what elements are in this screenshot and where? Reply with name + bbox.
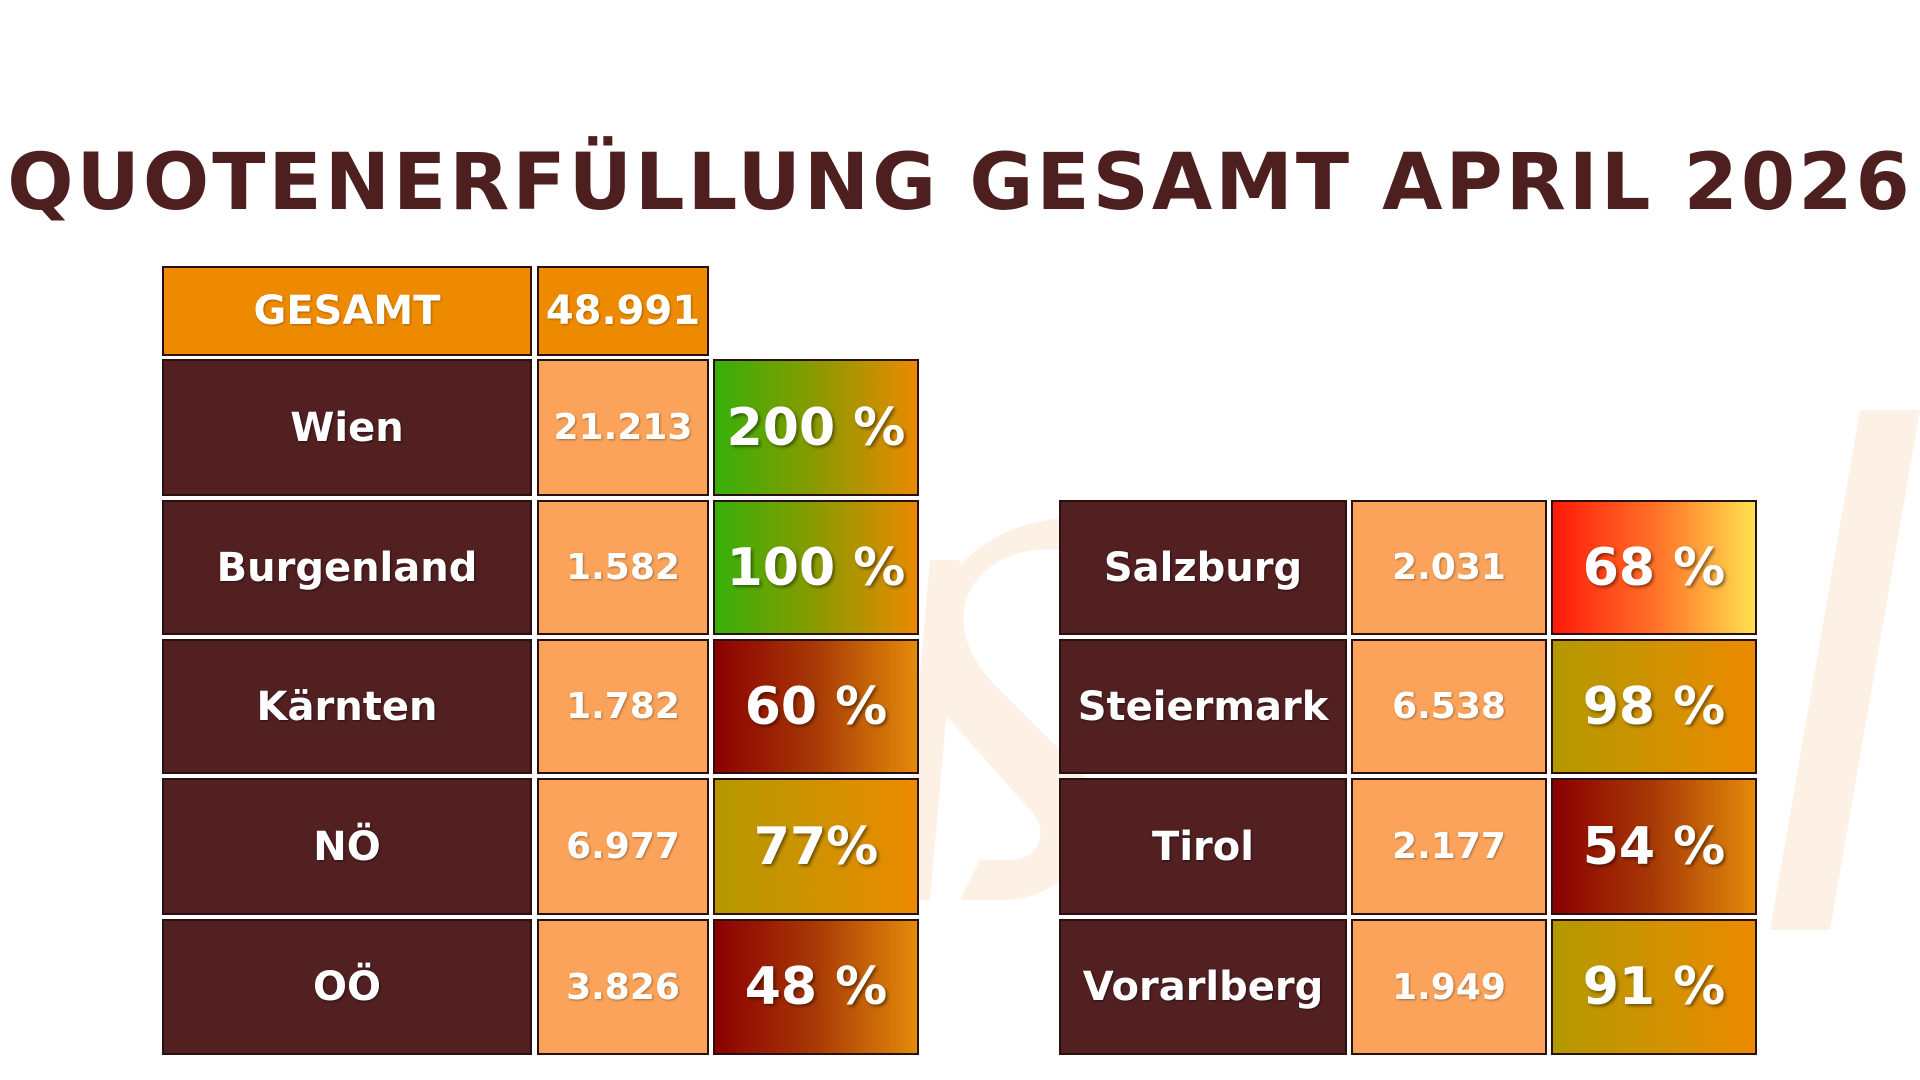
region-value-burgenland: 1.582 bbox=[537, 500, 709, 635]
region-name-steiermark: Steiermark bbox=[1059, 639, 1347, 774]
region-value-noe: 6.977 bbox=[537, 778, 709, 915]
region-name-tirol: Tirol bbox=[1059, 778, 1347, 915]
region-name-salzburg: Salzburg bbox=[1059, 500, 1347, 635]
region-name-noe: NÖ bbox=[162, 778, 532, 915]
region-value-vorarlberg: 1.949 bbox=[1351, 919, 1547, 1055]
page-title: QUOTENERFÜLLUNG GESAMT APRIL 2026 bbox=[7, 138, 1913, 228]
region-percent-salzburg: 68 % bbox=[1551, 500, 1757, 635]
region-name-ooe: OÖ bbox=[162, 919, 532, 1055]
region-percent-vorarlberg: 91 % bbox=[1551, 919, 1757, 1055]
region-name-wien: Wien bbox=[162, 359, 532, 496]
region-name-kaernten: Kärnten bbox=[162, 639, 532, 774]
region-value-ooe: 3.826 bbox=[537, 919, 709, 1055]
total-label: GESAMT bbox=[162, 266, 532, 356]
total-value: 48.991 bbox=[537, 266, 709, 356]
region-value-steiermark: 6.538 bbox=[1351, 639, 1547, 774]
region-percent-kaernten: 60 % bbox=[713, 639, 919, 774]
region-value-tirol: 2.177 bbox=[1351, 778, 1547, 915]
region-value-wien: 21.213 bbox=[537, 359, 709, 496]
region-percent-wien: 200 % bbox=[713, 359, 919, 496]
region-percent-tirol: 54 % bbox=[1551, 778, 1757, 915]
region-value-kaernten: 1.782 bbox=[537, 639, 709, 774]
region-name-burgenland: Burgenland bbox=[162, 500, 532, 635]
region-percent-noe: 77% bbox=[713, 778, 919, 915]
region-percent-steiermark: 98 % bbox=[1551, 639, 1757, 774]
region-percent-burgenland: 100 % bbox=[713, 500, 919, 635]
region-percent-ooe: 48 % bbox=[713, 919, 919, 1055]
region-value-salzburg: 2.031 bbox=[1351, 500, 1547, 635]
region-name-vorarlberg: Vorarlberg bbox=[1059, 919, 1347, 1055]
